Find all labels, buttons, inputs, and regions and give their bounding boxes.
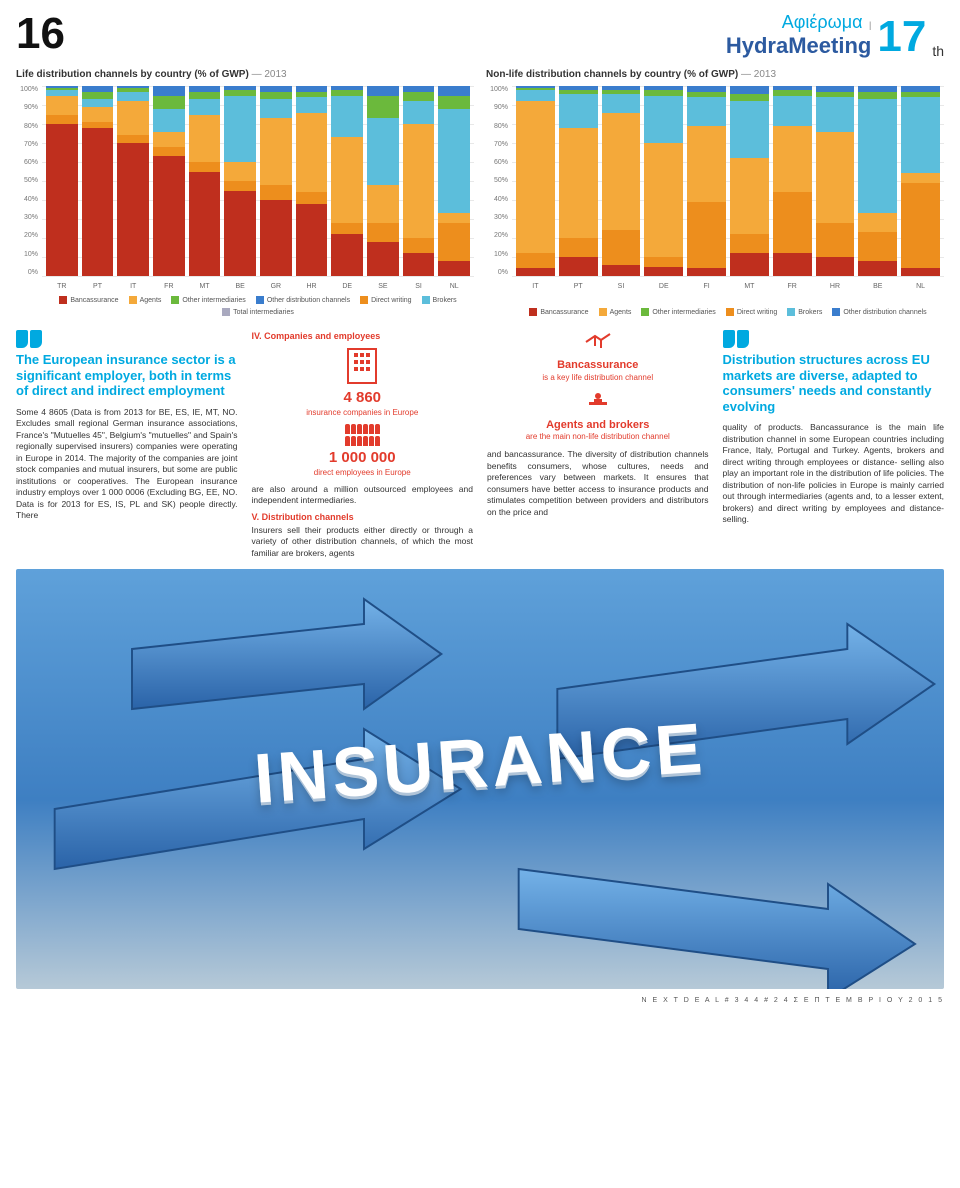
header-subtitle: Αφιέρωμα (782, 12, 863, 32)
people-icon (252, 436, 474, 446)
building-icon (347, 348, 377, 384)
column-4: Distribution structures across EU market… (723, 330, 945, 559)
page-number-left: 16 (16, 12, 65, 56)
callout-agents: Agents and brokers are the main non-life… (487, 390, 709, 444)
chart-life-yaxis: 100%90%80%70%60%50%40%30%20%10%0% (16, 86, 42, 276)
person-desk-icon (583, 390, 613, 416)
chart-life-year: — 2013 (252, 69, 287, 80)
header-title: HydraMeeting (726, 33, 871, 58)
page-number-suffix: th (932, 43, 944, 59)
chart-nonlife-bars (512, 86, 944, 276)
col2-fig2-caption: direct employees in Europe (252, 468, 474, 478)
chart-life-legend: BancassuranceAgentsOther intermediariesO… (42, 296, 474, 316)
callout2-head: Agents and brokers (487, 418, 709, 433)
handshake-icon (583, 330, 613, 356)
col2-p2: Insurers sell their products either dire… (252, 525, 474, 559)
chart-nonlife-yaxis: 100%90%80%70%60%50%40%30%20%10%0% (486, 86, 512, 276)
col3-paragraph: and bancassurance. The diversity of dist… (487, 449, 709, 518)
chart-life-bars (42, 86, 474, 276)
chart-nonlife-legend: BancassuranceAgentsOther intermediariesD… (512, 308, 944, 316)
col2-section-heading-2: V. Distribution channels (252, 511, 474, 523)
quote-icon (16, 330, 238, 348)
hero-image: INSURANCE (16, 569, 944, 989)
col2-fig2-number: 1 000 000 (252, 448, 474, 468)
chart-nonlife-year: — 2013 (741, 69, 776, 80)
col2-p1: are also around a million outsourced emp… (252, 484, 474, 507)
header-right: Αφιέρωμα | HydraMeeting 17 th (726, 12, 944, 59)
quote-icon (723, 330, 945, 348)
col4-paragraph: quality of products. Bancassurance is th… (723, 422, 945, 525)
header-divider: | (869, 20, 871, 30)
col4-quote: Distribution structures across EU market… (723, 352, 945, 414)
chart-nonlife: Non-life distribution channels by countr… (486, 69, 944, 316)
col2-section-heading: IV. Companies and employees (252, 330, 474, 342)
column-1: The European insurance sector is a signi… (16, 330, 238, 559)
col2-figure-employees: 1 000 000 direct employees in Europe (252, 424, 474, 478)
column-2: IV. Companies and employees 4 860 insura… (252, 330, 474, 559)
charts-row: Life distribution channels by country (%… (16, 69, 944, 316)
col1-paragraph: Some 4 8605 (Data is from 2013 for BE, E… (16, 407, 238, 522)
chart-life: Life distribution channels by country (%… (16, 69, 474, 316)
callout1-sub: is a key life distribution channel (487, 373, 709, 384)
column-3: Bancassurance is a key life distribution… (487, 330, 709, 559)
page-number-right: 17 (877, 15, 926, 59)
chart-life-xlabels: TRPTITFRMTBEGRHRDESESINL (42, 283, 474, 290)
col2-fig1-number: 4 860 (252, 388, 474, 408)
callout-bancassurance: Bancassurance is a key life distribution… (487, 330, 709, 384)
page-footer: N E X T D E A L # 3 4 4 # 2 4 Σ Ε Π Τ Ε … (16, 997, 944, 1004)
callout1-head: Bancassurance (487, 358, 709, 373)
chart-life-title: Life distribution channels by country (%… (16, 69, 249, 80)
col2-fig1-caption: insurance companies in Europe (252, 408, 474, 418)
page-header: 16 Αφιέρωμα | HydraMeeting 17 th (16, 12, 944, 59)
col2-figure-companies: 4 860 insurance companies in Europe (252, 348, 474, 418)
chart-nonlife-title: Non-life distribution channels by countr… (486, 69, 738, 80)
callout2-sub: are the main non-life distribution chann… (487, 432, 709, 443)
body-columns: The European insurance sector is a signi… (16, 330, 944, 559)
people-icon (252, 424, 474, 434)
col1-quote: The European insurance sector is a signi… (16, 352, 238, 399)
chart-nonlife-xlabels: ITPTSIDEFIMTFRHRBENL (512, 283, 944, 290)
